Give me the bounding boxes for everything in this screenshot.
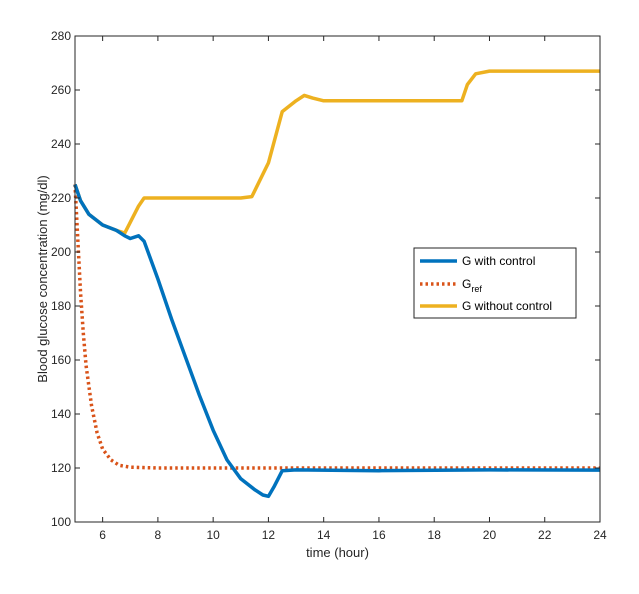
y-tick-label-240: 240 xyxy=(51,137,71,151)
legend-label-g-ref-main: G xyxy=(462,277,471,291)
x-axis-label: time (hour) xyxy=(306,545,369,560)
series-layer xyxy=(73,69,601,499)
y-tick-label-180: 180 xyxy=(51,299,71,313)
x-tick-label-22: 22 xyxy=(538,528,552,542)
y-tick-label-120: 120 xyxy=(51,461,71,475)
x-tick-label-16: 16 xyxy=(372,528,386,542)
x-tick-label-18: 18 xyxy=(428,528,442,542)
plot-frame xyxy=(74,35,601,523)
y-axis-label: Blood glucose concentration (mg/dl) xyxy=(35,175,50,382)
x-tick-label-6: 6 xyxy=(99,528,106,542)
y-tick-label-160: 160 xyxy=(51,353,71,367)
y-tick-label-280: 280 xyxy=(51,29,71,43)
x-tick-label-20: 20 xyxy=(483,528,497,542)
x-tick-label-12: 12 xyxy=(262,528,276,542)
legend: G with control Gref G without control xyxy=(413,247,577,319)
x-tick-label-14: 14 xyxy=(317,528,331,542)
y-tick-label-260: 260 xyxy=(51,83,71,97)
series-line-g-with-control xyxy=(73,183,601,499)
y-tick-label-200: 200 xyxy=(51,245,71,259)
legend-label-g-ref-sub: ref xyxy=(471,284,482,294)
legend-label-g-ref: Gref xyxy=(462,277,482,294)
y-tick-label-140: 140 xyxy=(51,407,71,421)
legend-label-g-without-control: G without control xyxy=(462,299,552,313)
series-line-g-ref xyxy=(73,184,600,470)
x-tick-label-8: 8 xyxy=(155,528,162,542)
legend-label-g-with-control: G with control xyxy=(462,254,535,268)
x-tick-label-24: 24 xyxy=(593,528,607,542)
y-tick-label-220: 220 xyxy=(51,191,71,205)
x-tick-label-10: 10 xyxy=(206,528,220,542)
y-tick-label-100: 100 xyxy=(51,515,71,529)
tick-layer: 6 8 10 12 14 16 18 20 22 24 100 120 140 160 180 200 220 2… xyxy=(51,29,607,542)
